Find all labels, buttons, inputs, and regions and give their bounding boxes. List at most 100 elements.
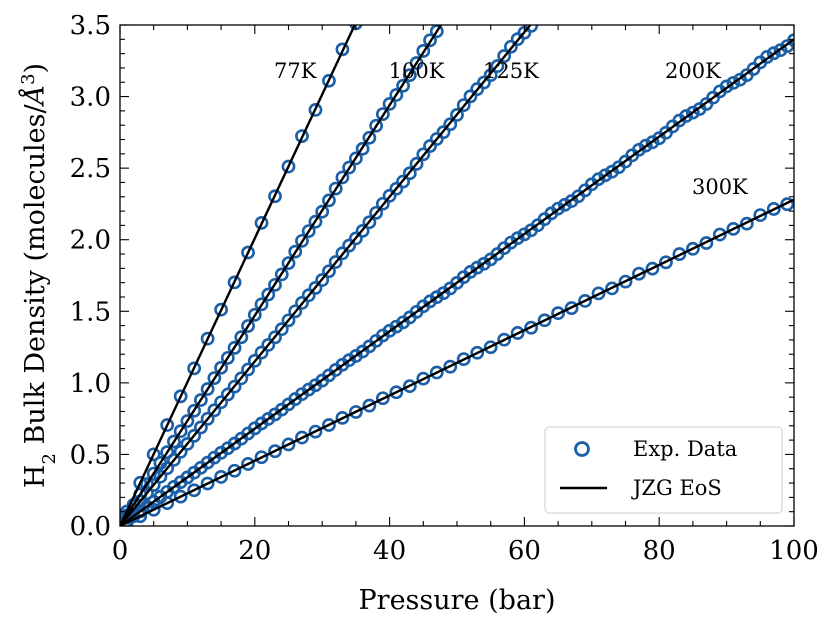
exp-point-200K (645, 135, 660, 150)
exp-point-125K (315, 273, 330, 287)
temp-label-125K: 125K (483, 59, 539, 83)
exp-point-125K (369, 205, 384, 220)
exp-point-100K (193, 393, 208, 407)
exp-point-100K (328, 181, 343, 196)
exp-point-77K (308, 103, 323, 117)
exp-point-77K (268, 189, 282, 204)
exp-point-125K (301, 288, 316, 303)
x-tick-label: 60 (508, 536, 541, 566)
exp-point-100K (308, 214, 323, 229)
exp-point-300K (335, 410, 350, 425)
exp-point-77K (173, 389, 188, 404)
exp-point-300K (510, 326, 525, 340)
exp-point-200K (726, 76, 741, 90)
exp-point-77K (281, 159, 296, 174)
exp-point-125K (254, 345, 269, 360)
exp-point-77K (322, 73, 336, 88)
exp-point-77K (227, 275, 242, 290)
exp-point-100K (247, 307, 262, 322)
exp-point-100K (295, 233, 309, 248)
exp-point-125K (443, 117, 458, 132)
y-label-text: Bulk Density (molecules/ (20, 104, 51, 454)
exp-point-300K (160, 496, 175, 510)
exp-point-300K (416, 371, 431, 386)
exp-point-100K (227, 340, 242, 355)
x-tick-label: 100 (769, 536, 819, 566)
exp-point-77K (187, 361, 202, 376)
exp-point-300K (739, 216, 754, 231)
exp-point-125K (389, 181, 404, 196)
y-tick-label: 2.0 (70, 226, 111, 256)
y-label-prefix: H (20, 465, 51, 489)
exp-point-125K (362, 215, 377, 230)
exp-point-200K (510, 231, 525, 246)
y-tick-label: 3.5 (70, 11, 111, 41)
exp-point-125K (355, 223, 370, 238)
exp-point-300K (214, 470, 228, 484)
exp-point-200K (760, 50, 774, 64)
exp-point-125K (463, 89, 478, 104)
exp-point-100K (335, 170, 350, 185)
exp-point-77K (254, 215, 269, 230)
exp-point-200K (638, 138, 653, 153)
exp-point-77K (214, 302, 228, 317)
exp-point-200K (719, 79, 734, 94)
exp-point-200K (787, 33, 794, 48)
exp-point-125K (342, 238, 357, 253)
exp-point-300K (470, 345, 485, 360)
exp-point-300K (591, 286, 606, 301)
temp-label-300K: 300K (692, 175, 748, 199)
exp-point-100K (396, 78, 410, 93)
exp-point-300K (686, 241, 700, 256)
y-axis-label: H2 Bulk Density (molecules/Å3) (18, 63, 60, 488)
exp-point-300K (200, 476, 215, 491)
exp-point-125K (524, 25, 539, 33)
exp-point-100K (382, 97, 397, 111)
exp-point-125K (504, 39, 518, 54)
legend: Exp. Data JZG EoS (544, 426, 783, 514)
exp-point-100K (160, 445, 175, 460)
exp-point-125K (180, 436, 195, 451)
y-tick-label: 0.5 (70, 440, 111, 470)
exp-point-125K (396, 174, 410, 189)
exp-point-100K (140, 477, 154, 491)
exp-point-300K (187, 483, 202, 498)
exp-point-300K (173, 489, 188, 504)
eos-line-77K (120, 25, 356, 526)
temperature-labels: 77K 100K 125K 200K 300K (274, 59, 748, 199)
exp-point-125K (234, 371, 249, 386)
exp-point-200K (679, 109, 694, 123)
y-label-suffix: ) (20, 63, 51, 74)
exp-point-125K (335, 246, 350, 261)
x-tick-label: 0 (112, 536, 129, 566)
exp-point-100K (369, 118, 384, 133)
x-tick-label: 40 (373, 536, 406, 566)
exp-point-200K (591, 172, 606, 187)
exp-point-125K (483, 68, 498, 83)
exp-point-100K (167, 434, 181, 449)
exp-point-125K (173, 444, 188, 459)
exp-point-300K (389, 385, 404, 400)
y-label-superscript: 3 (18, 73, 39, 84)
exp-point-300K (348, 405, 363, 419)
exp-point-125K (187, 428, 202, 443)
y-tick-label: 2.5 (70, 154, 111, 184)
exp-point-100K (214, 360, 228, 375)
legend-box (544, 426, 783, 514)
exp-point-125K (261, 338, 276, 352)
exp-point-100K (322, 193, 336, 208)
exp-point-200K (557, 197, 572, 212)
exp-point-125K (193, 420, 208, 435)
eos-lines (120, 25, 794, 526)
exp-point-300K (632, 266, 646, 281)
exp-point-100K (187, 403, 202, 418)
exp-point-200K (429, 290, 444, 305)
exp-point-300K (254, 450, 269, 465)
exp-point-100K (355, 141, 370, 156)
exp-point-77K (295, 129, 309, 143)
exp-point-100K (315, 204, 330, 219)
exp-point-300K (578, 294, 592, 308)
exp-point-300K (753, 208, 768, 223)
exp-point-100K (409, 56, 424, 70)
